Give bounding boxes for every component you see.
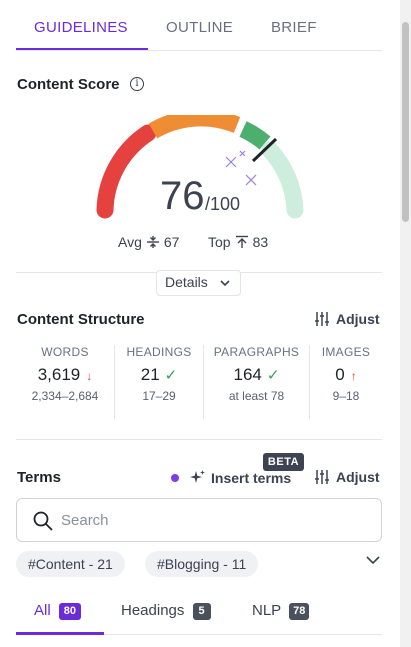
details-button[interactable]: Details — [156, 270, 241, 296]
metric-range: 9–18 — [332, 389, 360, 403]
metric-label: WORDS — [41, 345, 89, 359]
content-score-value: 76 — [160, 174, 205, 218]
topic-chip[interactable]: #Blogging - 11 — [145, 551, 259, 577]
sparkle-icon — [225, 150, 257, 186]
metric-range: 2,334–2,684 — [31, 389, 99, 403]
metric-value: 3,619 — [37, 365, 81, 384]
top-benchmark: Top 83 — [208, 234, 268, 250]
sliders-icon — [315, 312, 329, 326]
top-tabs: GUIDELINES OUTLINE BRIEF — [16, 0, 382, 51]
content-score-max: /100 — [205, 194, 241, 214]
metric-label: HEADINGS — [126, 345, 192, 359]
metric-value: 164 — [233, 365, 262, 384]
score-gauge — [96, 115, 304, 219]
metric-headings: HEADINGS 21 ✓ 17–29 — [115, 345, 203, 421]
metric-value: 0 — [335, 365, 345, 384]
metric-label: PARAGRAPHS — [213, 345, 300, 359]
structure-adjust-label: Adjust — [336, 311, 380, 327]
search-input[interactable] — [61, 510, 361, 530]
active-tab-indicator — [16, 48, 148, 50]
count-badge: 80 — [58, 603, 81, 620]
terms-adjust-button[interactable]: Adjust — [314, 469, 380, 485]
metric-separator — [114, 345, 115, 419]
gauge-segment-mid — [148, 115, 241, 139]
metric-images: IMAGES 0 ↑ 9–18 — [310, 345, 382, 421]
gauge-segment-high — [239, 121, 271, 150]
metric-range: at least 78 — [228, 389, 285, 403]
tab-label: Headings — [121, 602, 185, 619]
tab-label: NLP — [252, 602, 281, 619]
tab-brief[interactable]: BRIEF — [271, 19, 317, 36]
search-icon — [33, 511, 53, 531]
tab-label: All — [34, 602, 51, 619]
search-box[interactable] — [16, 498, 382, 542]
scrollbar[interactable] — [400, 0, 411, 647]
content-structure-title: Content Structure — [17, 311, 145, 328]
top-icon — [235, 235, 248, 248]
sparkle-icon — [190, 470, 205, 483]
metric-paragraphs: PARAGRAPHS 164 ✓ at least 78 — [204, 345, 309, 421]
sliders-icon — [315, 470, 329, 484]
status-dot — [171, 474, 179, 482]
insert-terms-button[interactable]: Insert terms — [189, 469, 291, 486]
terms-title: Terms — [17, 469, 61, 486]
beta-badge: BETA — [263, 453, 304, 471]
terms-adjust-label: Adjust — [336, 469, 380, 485]
top-value: 83 — [252, 234, 269, 250]
tab-headings[interactable]: Headings 5 — [121, 602, 211, 620]
divider — [16, 439, 382, 440]
tab-guidelines[interactable]: GUIDELINES — [34, 19, 128, 36]
check-icon: ✓ — [266, 367, 280, 384]
metric-separator — [203, 345, 204, 419]
topic-chip[interactable]: #Content - 21 — [16, 551, 125, 577]
tab-outline[interactable]: OUTLINE — [166, 19, 234, 36]
arrow-up-icon: ↑ — [350, 369, 357, 383]
tab-nlp[interactable]: NLP 78 — [252, 602, 310, 620]
avg-icon — [146, 236, 159, 248]
structure-adjust-button[interactable]: Adjust — [314, 311, 380, 327]
metric-range: 17–29 — [142, 389, 176, 403]
avg-benchmark: Avg 67 — [118, 234, 179, 250]
terms-tabs: All 80 Headings 5 NLP 78 — [16, 590, 382, 635]
metric-value: 21 — [140, 365, 160, 384]
avg-value: 67 — [163, 234, 180, 250]
count-badge: 78 — [289, 603, 310, 620]
gauge-needle — [251, 137, 278, 163]
top-label: Top — [208, 234, 231, 250]
details-label: Details — [165, 274, 208, 290]
active-tab-indicator — [16, 632, 104, 635]
chevron-down-icon — [220, 280, 230, 287]
check-icon: ✓ — [164, 367, 178, 384]
content-score-title: Content Score — [17, 76, 120, 93]
gauge-target-range — [261, 141, 304, 219]
metric-separator — [309, 345, 310, 419]
avg-label: Avg — [118, 234, 142, 250]
tab-all[interactable]: All 80 — [34, 602, 81, 620]
metric-words: WORDS 3,619 ↓ 2,334–2,684 — [17, 345, 113, 421]
metric-label: IMAGES — [321, 345, 371, 359]
count-badge: 5 — [192, 603, 211, 620]
chevron-down-icon[interactable] — [366, 556, 380, 565]
arrow-down-icon: ↓ — [86, 369, 93, 383]
info-icon[interactable]: i — [130, 77, 144, 91]
gauge-segment-low — [96, 124, 157, 219]
scrollbar-thumb[interactable] — [402, 22, 409, 222]
insert-terms-label: Insert terms — [211, 470, 292, 486]
